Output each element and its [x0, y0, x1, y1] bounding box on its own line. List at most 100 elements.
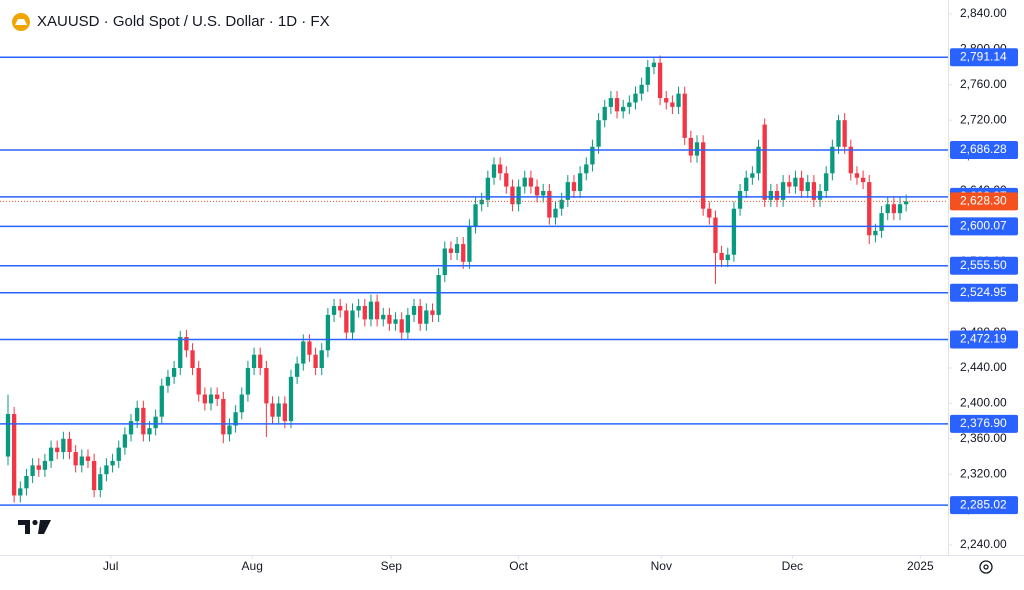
- symbol-header[interactable]: XAUUSD · Gold Spot / U.S. Dollar · 1D · …: [12, 13, 330, 31]
- x-tick-label: 2025: [907, 559, 934, 573]
- logo-part: [18, 520, 30, 534]
- candle-body: [793, 177, 798, 187]
- x-tick-label: Nov: [651, 559, 672, 573]
- candle-body: [584, 164, 589, 174]
- y-tick-label: 2,240.00: [960, 537, 1007, 551]
- candle-body: [307, 341, 312, 355]
- y-tick-label: 2,440.00: [960, 360, 1007, 374]
- candle-body: [430, 310, 435, 315]
- level-label-box: [950, 283, 1018, 302]
- candle-body: [756, 146, 761, 174]
- candle-body: [701, 142, 706, 209]
- candle-body: [516, 186, 521, 205]
- candle-body: [344, 310, 349, 333]
- candle-body: [731, 208, 737, 255]
- candle-body: [325, 314, 331, 351]
- settings-button[interactable]: [979, 560, 993, 574]
- candle-body: [799, 177, 804, 191]
- candle-body: [338, 306, 343, 311]
- candle-body: [202, 394, 208, 404]
- settings-icon-center: [983, 564, 989, 570]
- candle-body: [436, 275, 441, 315]
- candle-body: [891, 204, 897, 214]
- candle-body: [830, 146, 835, 174]
- level-label: 2,791.14: [950, 48, 1018, 67]
- candle-body: [405, 314, 411, 333]
- level-label: 2,555.50: [950, 256, 1018, 275]
- candle-body: [227, 425, 232, 435]
- candle-body: [688, 137, 694, 156]
- candle-body: [264, 367, 269, 404]
- level-label-text: 2,686.28: [960, 142, 1007, 156]
- candle-body: [331, 306, 337, 315]
- candle-body: [110, 460, 115, 466]
- x-tick-label: Oct: [509, 559, 528, 573]
- level-label-text: 2,555.50: [960, 258, 1007, 272]
- candle-body: [651, 62, 657, 68]
- candle-body: [190, 350, 195, 368]
- candle-body: [473, 204, 478, 227]
- candle-body: [608, 98, 614, 107]
- candle-body: [682, 93, 687, 138]
- y-tick-label: 2,320.00: [960, 466, 1007, 480]
- last-price-label: 2,628.30: [950, 192, 1018, 211]
- candle-body: [73, 452, 78, 466]
- level-label-text: 2,376.90: [960, 416, 1007, 430]
- level-label-text: 2,600.07: [960, 218, 1007, 232]
- candle-body: [737, 190, 743, 209]
- level-label-text: 2,472.19: [960, 332, 1007, 346]
- candle-body: [141, 407, 146, 435]
- settings-icon: [979, 560, 993, 574]
- level-label: 2,285.02: [950, 496, 1018, 515]
- level-label-box: [950, 48, 1018, 67]
- candle-body: [221, 398, 226, 435]
- candle-body: [713, 217, 718, 253]
- level-label-box: [950, 414, 1018, 433]
- candle-body: [24, 475, 29, 489]
- level-label-box: [950, 496, 1018, 515]
- candle-body: [467, 226, 472, 262]
- candle-body: [522, 177, 527, 187]
- candle-body: [171, 367, 177, 377]
- candle-body: [497, 164, 503, 174]
- candle-body: [553, 208, 558, 218]
- candle-body: [707, 208, 712, 218]
- y-tick-label: 2,360.00: [960, 431, 1007, 445]
- candle-body: [904, 201, 909, 205]
- candle-body: [491, 164, 497, 178]
- candle-body: [128, 421, 134, 435]
- candle-body: [639, 84, 644, 94]
- candle-body: [245, 367, 251, 395]
- candle-body: [135, 407, 140, 422]
- candle-body: [879, 213, 884, 231]
- candle-body: [424, 310, 429, 324]
- candle-body: [399, 319, 404, 333]
- candle-body: [670, 102, 675, 107]
- level-label-box: [950, 330, 1018, 349]
- candle-body: [528, 177, 534, 187]
- candle-body: [98, 474, 103, 491]
- candle-body: [848, 146, 853, 174]
- tradingview-logo[interactable]: [18, 519, 51, 534]
- candle-body: [418, 306, 423, 324]
- level-label: 2,524.95: [950, 283, 1018, 302]
- level-label-box: [950, 141, 1018, 160]
- level-label-text: 2,285.02: [960, 497, 1007, 511]
- candle-body: [276, 403, 281, 417]
- last-price-box: [950, 192, 1018, 211]
- logo-part: [32, 519, 38, 526]
- candle-body: [694, 142, 700, 156]
- candle-body: [36, 465, 41, 470]
- x-tick-label: Dec: [782, 559, 803, 573]
- symbol-icon-bar: [15, 19, 27, 25]
- candle-body: [387, 314, 392, 324]
- level-label: 2,376.90: [950, 414, 1018, 433]
- candle-body: [350, 310, 355, 333]
- candle-body: [787, 182, 792, 187]
- candle-body: [559, 199, 564, 209]
- candle-body: [510, 186, 515, 205]
- candle-body: [208, 394, 214, 404]
- candle-body: [719, 252, 724, 261]
- plot-area: [0, 55, 948, 506]
